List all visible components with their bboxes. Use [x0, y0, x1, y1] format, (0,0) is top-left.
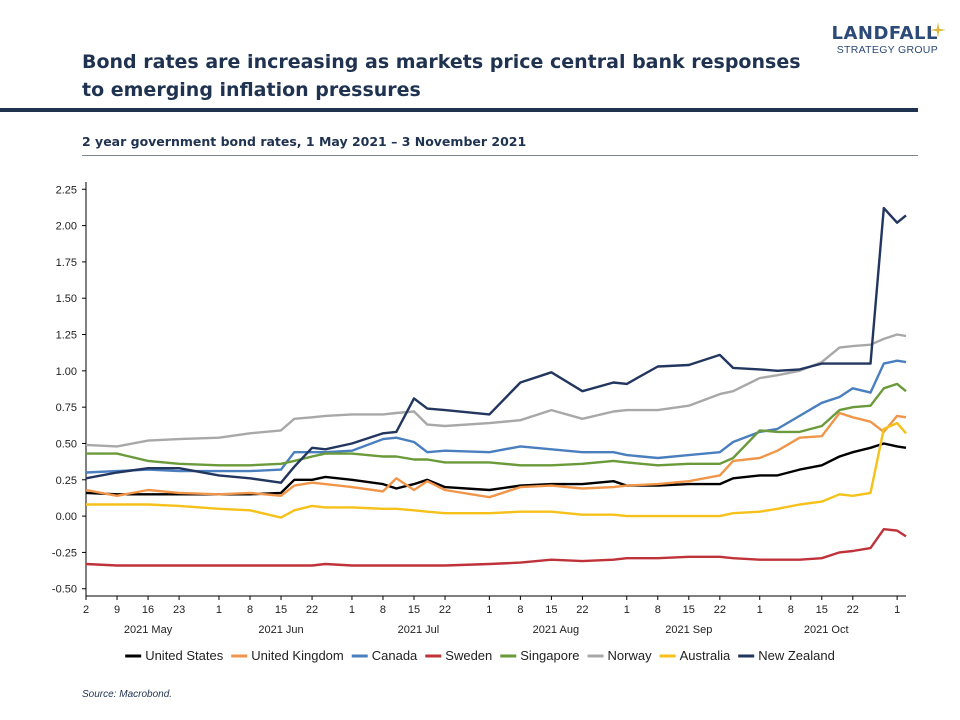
x-tick-label: 22 — [847, 604, 859, 616]
series-line-canada — [85, 359, 907, 474]
x-tick-label: 9 — [114, 604, 120, 616]
x-tick-label: 1 — [216, 604, 222, 616]
month-label: 2021 Oct — [804, 624, 849, 636]
series-line-united-kingdom — [85, 411, 907, 499]
y-tick-label: 1.25 — [56, 330, 77, 342]
y-tick-label: 0.25 — [56, 475, 77, 487]
header-rule — [0, 108, 918, 112]
x-tick-label: 15 — [816, 604, 828, 616]
x-axis: 2 9 16 23 1 8 15 22 1 8 15 22 1 8 15 22 1 8 15 22 1 8 15 22 1 202… — [83, 595, 906, 636]
series-lines — [85, 206, 907, 567]
y-tick-label: -0.50 — [52, 584, 77, 596]
y-axis: -0.50 -0.25 0.00 0.25 0.50 0.75 1.00 1.25 1.50 1.… — [52, 182, 87, 596]
x-tick-label: 1 — [486, 604, 492, 616]
y-tick-label: 1.00 — [56, 366, 77, 378]
x-tick-label: 15 — [408, 604, 420, 616]
legend-label-norway: Norway — [608, 648, 653, 663]
x-tick-label: 1 — [757, 604, 763, 616]
month-label: 2021 May — [124, 624, 173, 636]
y-tick-label: 1.75 — [56, 257, 77, 269]
series-line-united-states — [85, 442, 907, 496]
x-tick-label: 15 — [545, 604, 557, 616]
x-tick-label: 8 — [517, 604, 523, 616]
series-line-norway — [85, 333, 907, 448]
y-tick-label: 0.00 — [56, 511, 77, 523]
logo-sub: STRATEGY GROUP — [836, 44, 938, 56]
series-line-australia — [86, 421, 907, 519]
y-tick-label: 2.00 — [56, 221, 77, 233]
subtitle-rule — [82, 155, 918, 156]
x-tick-label: 1 — [349, 604, 355, 616]
x-tick-label: 8 — [655, 604, 661, 616]
month-label: 2021 Aug — [533, 624, 580, 636]
x-tick-label: 16 — [142, 604, 154, 616]
y-tick-label: -0.25 — [52, 547, 77, 559]
chart-subtitle: 2 year government bond rates, 1 May 2021… — [82, 134, 527, 149]
x-tick-label: 15 — [683, 604, 695, 616]
month-label: 2021 Jul — [398, 624, 440, 636]
y-tick-label: 2.25 — [56, 184, 77, 196]
legend: United States United Kingdom Canada Sweden S… — [125, 648, 835, 663]
legend-label-singapore: Singapore — [520, 648, 579, 663]
x-tick-label: 22 — [714, 604, 726, 616]
x-tick-label: 8 — [788, 604, 794, 616]
source-note: Source: Macrobond. — [82, 689, 173, 700]
y-tick-label: 0.75 — [56, 402, 77, 414]
x-tick-label: 8 — [380, 604, 386, 616]
legend-label-sweden: Sweden — [445, 648, 492, 663]
x-tick-label: 22 — [306, 604, 318, 616]
y-tick-label: 0.50 — [56, 438, 77, 450]
x-tick-label: 2 — [83, 604, 89, 616]
chart-title: Bond rates are increasing as markets pri… — [82, 51, 801, 101]
x-tick-label: 22 — [439, 604, 451, 616]
x-tick-label: 1 — [894, 604, 900, 616]
legend-label-united-states: United States — [145, 648, 224, 663]
x-tick-label: 15 — [275, 604, 287, 616]
x-tick-label: 22 — [576, 604, 588, 616]
legend-label-new-zealand: New Zealand — [758, 648, 835, 663]
x-tick-label: 23 — [173, 604, 185, 616]
y-tick-label: 1.50 — [56, 293, 77, 305]
x-tick-label: 8 — [247, 604, 253, 616]
star-icon — [930, 22, 946, 38]
legend-label-united-kingdom: United Kingdom — [251, 648, 344, 663]
landfall-logo: LANDFALL STRATEGY GROUP — [831, 22, 946, 56]
series-line-singapore — [86, 382, 907, 467]
legend-label-canada: Canada — [372, 648, 418, 663]
series-line-sweden — [85, 528, 907, 567]
series-line-new-zealand — [85, 206, 907, 484]
legend-label-australia: Australia — [680, 648, 731, 663]
month-label: 2021 Jun — [258, 624, 303, 636]
logo-name: LANDFALL — [831, 23, 938, 44]
x-tick-label: 1 — [624, 604, 630, 616]
month-label: 2021 Sep — [665, 624, 712, 636]
